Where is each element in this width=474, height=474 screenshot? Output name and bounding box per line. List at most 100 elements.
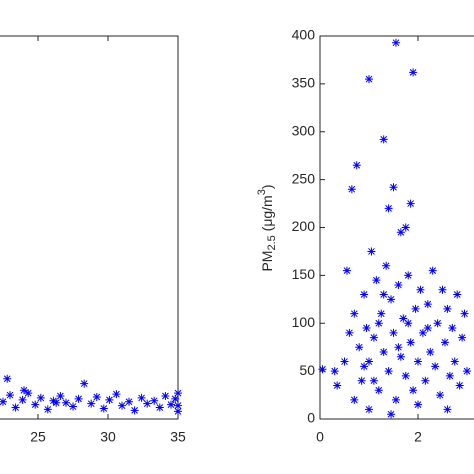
y-axis-label: PM2.5 (μg/m3): [256, 184, 278, 271]
point: [438, 285, 447, 294]
point: [396, 228, 405, 237]
point: [161, 392, 170, 401]
point: [143, 399, 152, 408]
point: [455, 381, 464, 390]
point: [365, 75, 373, 84]
point: [347, 185, 356, 194]
y-label-main: PM: [259, 251, 275, 272]
point: [87, 399, 96, 408]
point: [36, 393, 45, 402]
point: [99, 404, 108, 413]
point: [384, 204, 393, 213]
point: [414, 357, 422, 366]
point: [333, 381, 342, 390]
point: [49, 396, 58, 405]
point: [443, 405, 452, 414]
y-label-unit: (μg/m: [259, 195, 275, 235]
point: [345, 328, 354, 337]
point: [394, 280, 403, 289]
point: [69, 402, 77, 411]
point: [350, 309, 359, 318]
point: [440, 338, 449, 347]
x-tick-label: 35: [170, 429, 186, 445]
point: [453, 290, 462, 299]
y-tick-label: 150: [292, 266, 316, 282]
point: [372, 276, 381, 285]
x-tick-label: 30: [100, 429, 116, 445]
point: [389, 328, 398, 337]
point: [409, 386, 418, 395]
point: [391, 38, 400, 47]
point: [155, 403, 164, 412]
y-tick-label: 250: [292, 170, 316, 186]
point: [448, 324, 457, 333]
point: [369, 376, 378, 385]
point: [406, 199, 415, 208]
point: [130, 406, 139, 415]
point: [125, 397, 133, 406]
point: [360, 362, 369, 371]
point: [399, 314, 408, 323]
point: [342, 266, 351, 275]
point: [409, 68, 418, 77]
point: [382, 261, 391, 270]
point: [458, 333, 467, 342]
point: [374, 386, 383, 395]
point: [421, 376, 430, 385]
point: [362, 324, 371, 333]
point: [43, 405, 52, 414]
point: [92, 392, 101, 401]
x-tick-label: 25: [30, 429, 46, 445]
point: [118, 401, 126, 410]
point: [105, 395, 114, 404]
point: [387, 410, 396, 419]
point: [62, 398, 70, 407]
point: [3, 374, 12, 383]
point: [355, 343, 364, 352]
point: [360, 290, 369, 299]
point: [460, 309, 469, 318]
point: [394, 343, 403, 352]
point: [112, 390, 121, 399]
point: [414, 400, 422, 409]
point: [377, 309, 386, 318]
point: [431, 362, 440, 371]
y-tick-label: 0: [307, 410, 315, 426]
point: [396, 352, 405, 361]
point: [357, 376, 366, 385]
point: [426, 347, 435, 356]
point: [423, 300, 432, 309]
y-label-end: ): [259, 184, 275, 189]
point: [418, 328, 427, 337]
point: [11, 403, 20, 412]
point: [416, 285, 425, 294]
point: [406, 338, 415, 347]
axes-box: [0, 35, 179, 420]
point: [404, 271, 413, 280]
point: [167, 400, 175, 409]
point: [137, 393, 146, 402]
point: [31, 400, 40, 409]
y-tick-label: 400: [292, 27, 316, 43]
point: [367, 247, 376, 256]
point: [445, 371, 454, 380]
y-tick-label: 300: [292, 122, 316, 138]
y-tick-label: 200: [292, 218, 316, 234]
point: [389, 183, 398, 192]
point: [350, 395, 359, 404]
x-tick-label: 2: [414, 429, 422, 445]
x-tick-label: 0: [316, 429, 324, 445]
point: [436, 391, 445, 400]
point: [391, 395, 400, 404]
point: [428, 266, 437, 275]
point: [171, 394, 180, 403]
y-label-sup: 3: [256, 189, 268, 195]
point: [352, 161, 361, 170]
point: [433, 319, 442, 328]
point: [365, 357, 373, 366]
y-tick-label: 50: [299, 362, 315, 378]
point: [387, 295, 396, 304]
point: [443, 304, 452, 313]
point: [174, 389, 182, 398]
